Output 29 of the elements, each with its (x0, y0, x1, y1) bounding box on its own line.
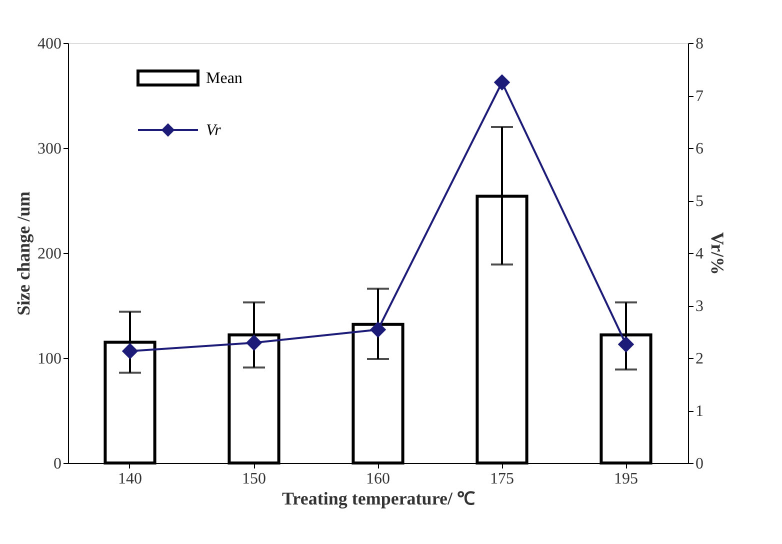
x-tick-label: 175 (490, 470, 514, 488)
y2-tick-label: 5 (696, 193, 704, 210)
y2-tick-label: 7 (696, 88, 704, 105)
point (618, 336, 634, 352)
y2-axis-title: Vr/% (708, 232, 728, 275)
y-tick-label: 300 (38, 140, 62, 158)
y2-tick-label: 0 (696, 456, 704, 472)
y-axis-title: Size change /um (14, 192, 34, 316)
y-tick-label: 0 (54, 456, 62, 472)
legend-label: Mean (206, 70, 242, 87)
point (246, 335, 262, 350)
x-tick-label: 160 (366, 470, 390, 488)
legend-label: Vr (206, 122, 222, 139)
y2-tick-label: 4 (696, 246, 704, 262)
point (370, 322, 386, 338)
y2-tick-label: 1 (696, 403, 704, 420)
y2-tick-label: 3 (696, 298, 704, 315)
x-tick-label: 140 (118, 470, 142, 488)
y-tick-label: 400 (38, 36, 62, 52)
x-tick-label: 195 (614, 470, 638, 488)
x-tick-label: 150 (242, 470, 266, 488)
y2-tick-label: 8 (696, 36, 704, 52)
y2-tick-label: 6 (696, 140, 704, 158)
y-tick-label: 200 (38, 246, 62, 262)
x-axis-title: Treating temperature/ ℃ (282, 488, 475, 508)
point (494, 74, 510, 90)
point (122, 343, 138, 359)
y-tick-label: 100 (38, 350, 62, 368)
y2-tick-label: 2 (696, 350, 704, 368)
